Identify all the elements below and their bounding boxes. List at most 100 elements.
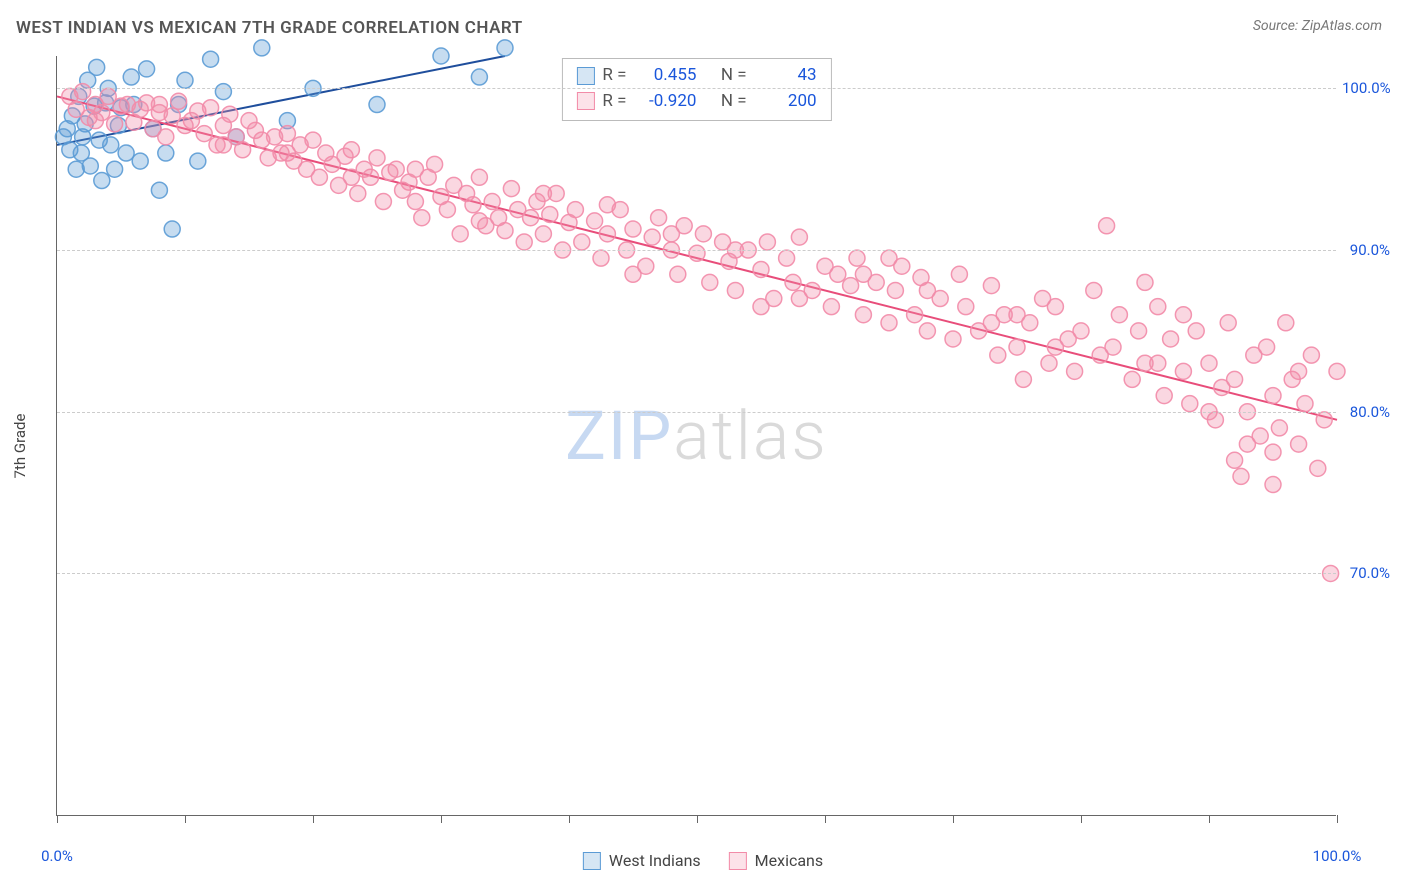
data-point xyxy=(388,161,404,177)
data-point xyxy=(369,150,385,166)
data-point xyxy=(1009,307,1025,323)
data-point xyxy=(279,145,295,161)
data-point xyxy=(990,347,1006,363)
r-value: -0.920 xyxy=(634,89,696,115)
data-point xyxy=(68,161,84,177)
x-tick xyxy=(569,815,570,823)
data-point xyxy=(779,250,795,266)
data-point xyxy=(1137,274,1153,290)
y-tick-label: 80.0% xyxy=(1342,403,1390,421)
gridline xyxy=(57,88,1336,89)
data-point xyxy=(651,210,667,226)
data-point xyxy=(599,226,615,242)
data-point xyxy=(1188,323,1204,339)
data-point xyxy=(279,126,295,142)
x-tick xyxy=(57,815,58,823)
data-point xyxy=(503,181,519,197)
data-point xyxy=(1310,460,1326,476)
data-point xyxy=(1150,355,1166,371)
data-point xyxy=(855,307,871,323)
legend-item-mexicans: Mexicans xyxy=(729,851,823,870)
data-point xyxy=(702,274,718,290)
data-point xyxy=(945,331,961,347)
x-tick xyxy=(185,815,186,823)
data-point xyxy=(452,226,468,242)
data-point xyxy=(1297,396,1313,412)
legend-label: Mexicans xyxy=(755,851,823,870)
data-point xyxy=(158,129,174,145)
data-point xyxy=(427,156,443,172)
data-point xyxy=(123,69,139,85)
swatch-icon xyxy=(576,92,594,110)
data-point xyxy=(497,40,513,56)
gridline xyxy=(57,573,1336,574)
data-point xyxy=(983,315,999,331)
data-point xyxy=(158,145,174,161)
data-point xyxy=(1067,363,1083,379)
legend-label: West Indians xyxy=(609,851,701,870)
data-point xyxy=(1303,347,1319,363)
data-point xyxy=(1182,396,1198,412)
data-point xyxy=(830,266,846,282)
data-point xyxy=(433,48,449,64)
r-label: R = xyxy=(602,89,626,115)
x-tick xyxy=(1209,815,1210,823)
data-point xyxy=(439,202,455,218)
data-point xyxy=(107,116,123,132)
stats-row-mexicans: R =-0.920 N =200 xyxy=(576,89,816,115)
swatch-icon xyxy=(583,852,601,870)
data-point xyxy=(753,261,769,277)
data-point xyxy=(1265,444,1281,460)
data-point xyxy=(87,113,103,129)
x-tick xyxy=(441,815,442,823)
data-point xyxy=(343,142,359,158)
data-point xyxy=(791,229,807,245)
data-point xyxy=(1047,339,1063,355)
data-point xyxy=(222,106,238,122)
data-point xyxy=(1073,323,1089,339)
data-point xyxy=(311,169,327,185)
data-point xyxy=(695,226,711,242)
data-point xyxy=(849,250,865,266)
data-point xyxy=(670,266,686,282)
data-point xyxy=(484,194,500,210)
data-point xyxy=(89,59,105,75)
y-tick-label: 70.0% xyxy=(1342,564,1390,582)
data-point xyxy=(587,213,603,229)
chart-title: WEST INDIAN VS MEXICAN 7TH GRADE CORRELA… xyxy=(16,18,523,38)
data-point xyxy=(516,234,532,250)
data-point xyxy=(1278,315,1294,331)
data-point xyxy=(727,282,743,298)
data-point xyxy=(843,278,859,294)
data-point xyxy=(471,69,487,85)
x-tick xyxy=(953,815,954,823)
data-point xyxy=(644,229,660,245)
data-point xyxy=(1220,315,1236,331)
data-point xyxy=(689,245,705,261)
data-point xyxy=(919,282,935,298)
data-point xyxy=(375,194,391,210)
data-point xyxy=(1227,452,1243,468)
legend-item-west_indians: West Indians xyxy=(583,851,701,870)
data-point xyxy=(1124,371,1140,387)
data-point xyxy=(1047,299,1063,315)
data-point xyxy=(958,299,974,315)
data-point xyxy=(1233,468,1249,484)
data-point xyxy=(542,206,558,222)
data-point xyxy=(855,266,871,282)
data-point xyxy=(919,323,935,339)
y-tick-label: 90.0% xyxy=(1342,241,1390,259)
data-point xyxy=(951,266,967,282)
n-value: 43 xyxy=(755,63,817,89)
data-point xyxy=(1041,355,1057,371)
data-point xyxy=(567,202,583,218)
data-point xyxy=(215,137,231,153)
data-point xyxy=(1291,363,1307,379)
gridline xyxy=(57,250,1336,251)
gridline xyxy=(57,412,1336,413)
data-point xyxy=(1271,420,1287,436)
data-point xyxy=(907,307,923,323)
data-point xyxy=(203,100,219,116)
n-label: N = xyxy=(721,89,747,115)
data-point xyxy=(1227,371,1243,387)
